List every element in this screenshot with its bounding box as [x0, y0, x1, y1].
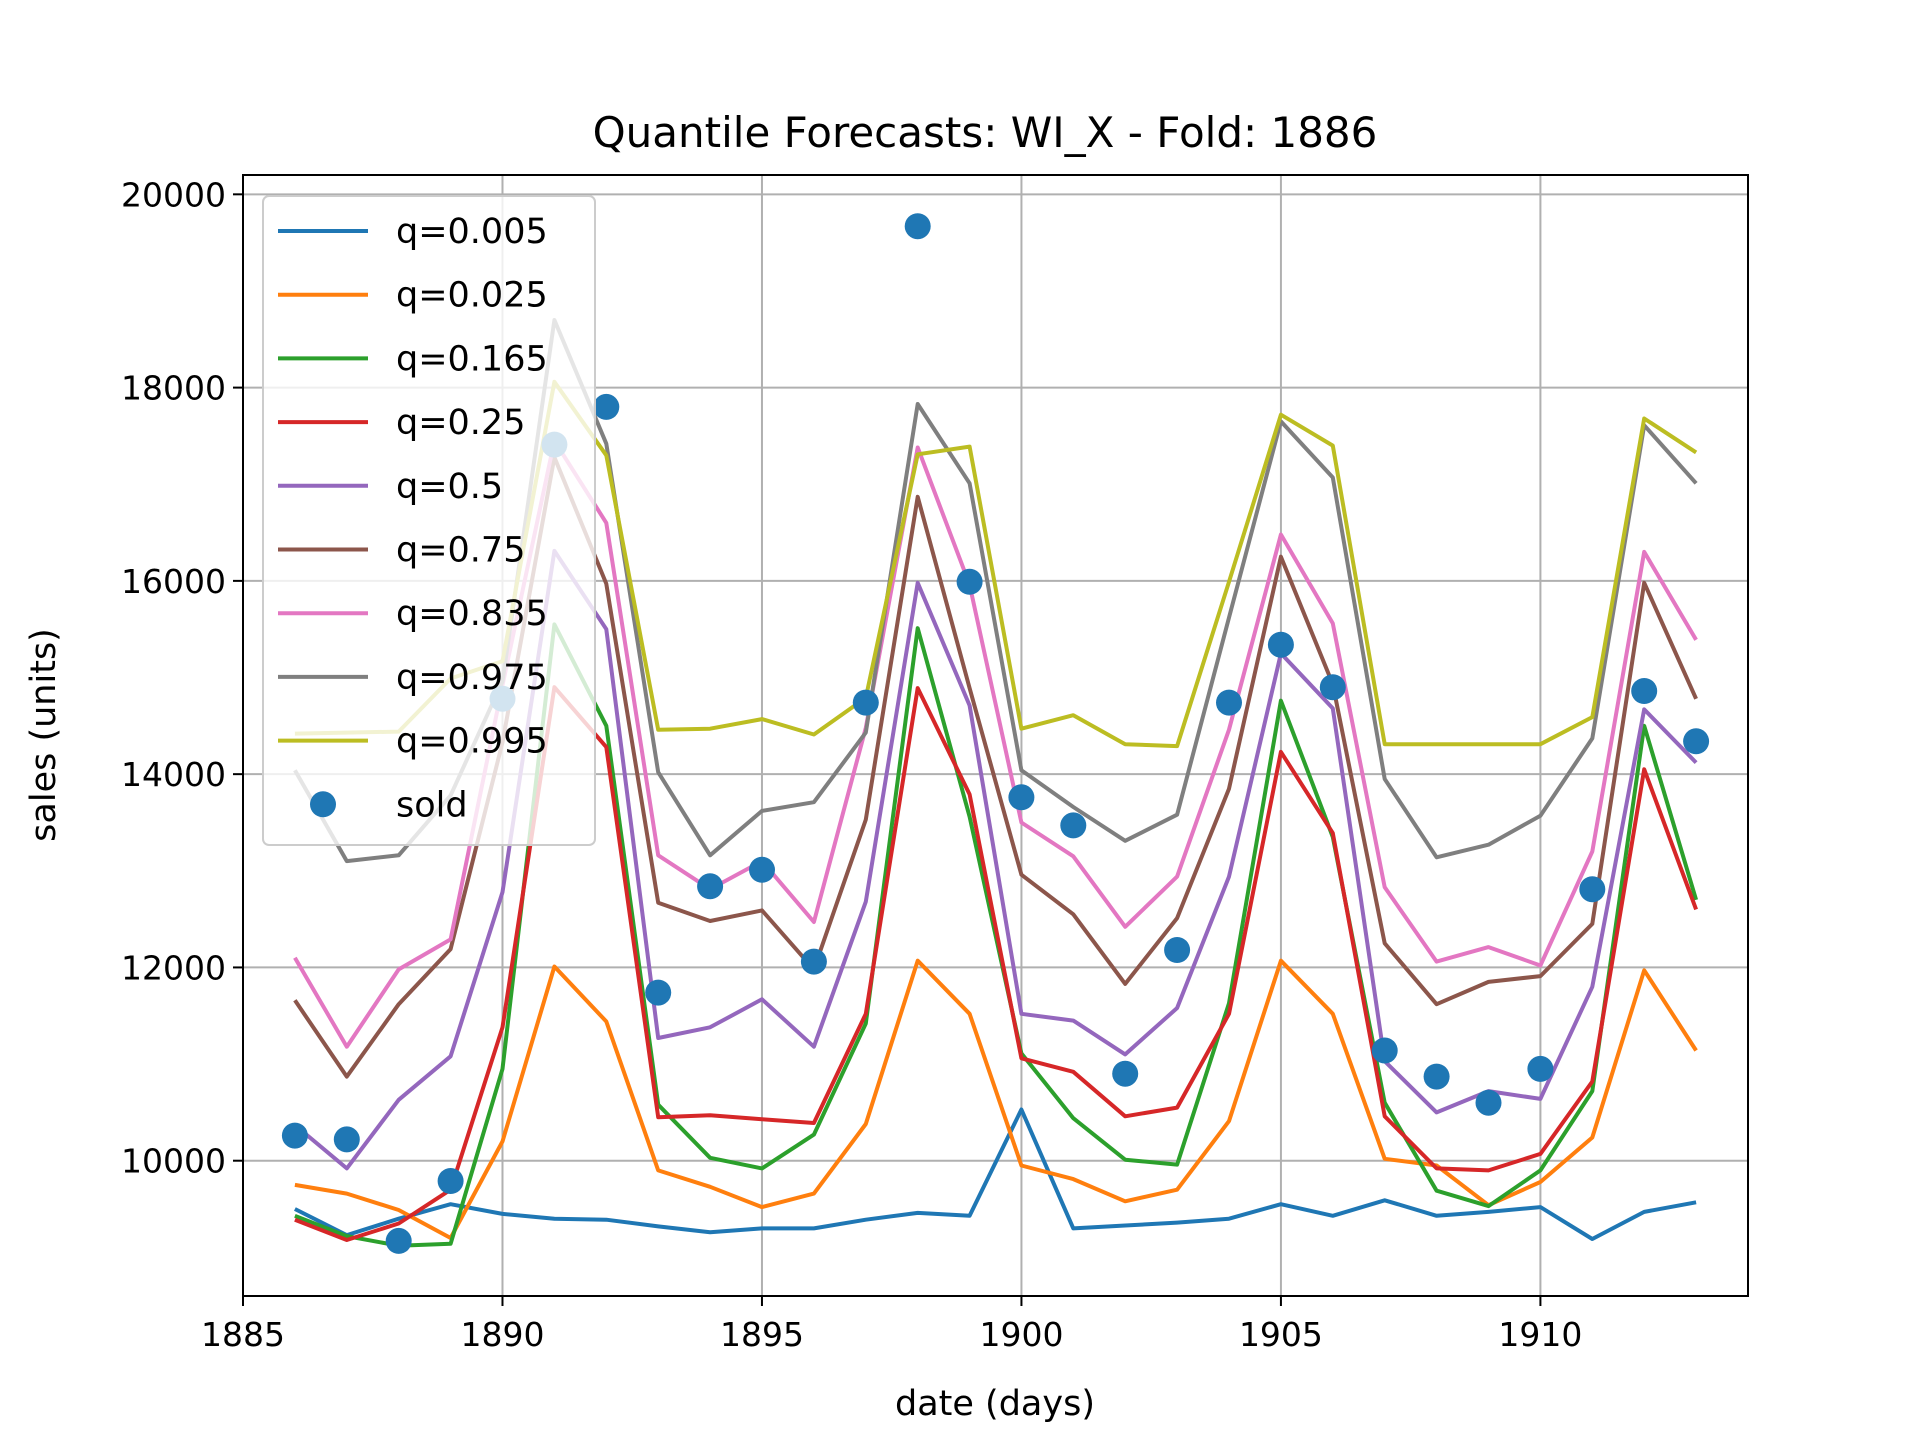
x-tick-label: 1900: [979, 1315, 1063, 1354]
y-tick-label: 20000: [121, 175, 226, 214]
y-tick-label: 14000: [121, 755, 226, 794]
legend-label: q=0.995: [396, 722, 548, 762]
x-axis-title: date (days): [895, 1384, 1095, 1424]
legend-label: q=0.75: [396, 531, 525, 571]
y-tick-label: 10000: [121, 1142, 226, 1181]
y-axis-title: sales (units): [24, 628, 64, 842]
series-line-q-0-25: [294, 685, 1698, 1242]
sold-point: [1008, 784, 1035, 811]
sold-point: [1683, 728, 1710, 755]
sold-point: [437, 1168, 464, 1194]
sold-point: [697, 873, 724, 900]
x-tick-label: 1890: [460, 1315, 544, 1354]
legend-label: sold: [396, 785, 468, 825]
sold-point: [1371, 1037, 1398, 1064]
legend: q=0.005 q=0.025 q=0.165 q=0.25 q=0.5 q=0.75 q=…: [262, 195, 596, 846]
y-tick-label: 16000: [121, 562, 226, 601]
x-tick-label: 1895: [720, 1315, 804, 1354]
y-tick-label: 12000: [121, 948, 226, 987]
sold-point: [1319, 674, 1346, 701]
legend-label: q=0.25: [396, 403, 525, 443]
sold-point: [1475, 1089, 1502, 1116]
legend-label: q=0.025: [396, 276, 548, 316]
sold-point: [749, 856, 775, 883]
plot-frame: [242, 174, 1749, 1297]
y-axis: 10000 12000 14000 16000 18000 20000: [121, 175, 243, 1181]
sold-point: [800, 948, 827, 975]
sold-point: [1423, 1063, 1450, 1090]
sold-point: [852, 689, 879, 716]
series-line-q-0-005: [294, 1107, 1697, 1241]
legend-label: q=0.5: [396, 467, 503, 507]
sold-point: [1060, 812, 1087, 839]
sold-point: [1527, 1055, 1554, 1082]
x-tick-label: 1910: [1498, 1315, 1582, 1354]
sold-point: [645, 979, 672, 1006]
sold-point: [1267, 631, 1294, 658]
sold-point: [1112, 1060, 1139, 1087]
x-tick-label: 1905: [1239, 1315, 1323, 1354]
legend-label: q=0.005: [396, 212, 548, 252]
sold-point: [1579, 876, 1606, 903]
sold-point: [956, 568, 983, 595]
x-tick-label: 1885: [201, 1315, 285, 1354]
sold-point: [593, 393, 620, 420]
sold-point: [1164, 937, 1191, 963]
sold-point: [385, 1227, 412, 1254]
x-axis: 1885 1890 1895 1900 1905 1910: [201, 1296, 1582, 1354]
sold-point: [1631, 678, 1658, 704]
series-line-q-0-025: [294, 958, 1698, 1240]
sold-point: [281, 1122, 308, 1149]
legend-label: q=0.835: [396, 594, 548, 634]
legend-swatch: [310, 791, 336, 818]
sold-point: [333, 1126, 360, 1153]
sold-point: [904, 213, 931, 240]
legend-label: q=0.165: [396, 339, 548, 379]
chart-title: Quantile Forecasts: WI_X - Fold: 1886: [593, 108, 1378, 157]
sold-point: [1216, 689, 1242, 716]
legend-label: q=0.975: [396, 658, 548, 698]
y-tick-label: 18000: [121, 369, 226, 408]
